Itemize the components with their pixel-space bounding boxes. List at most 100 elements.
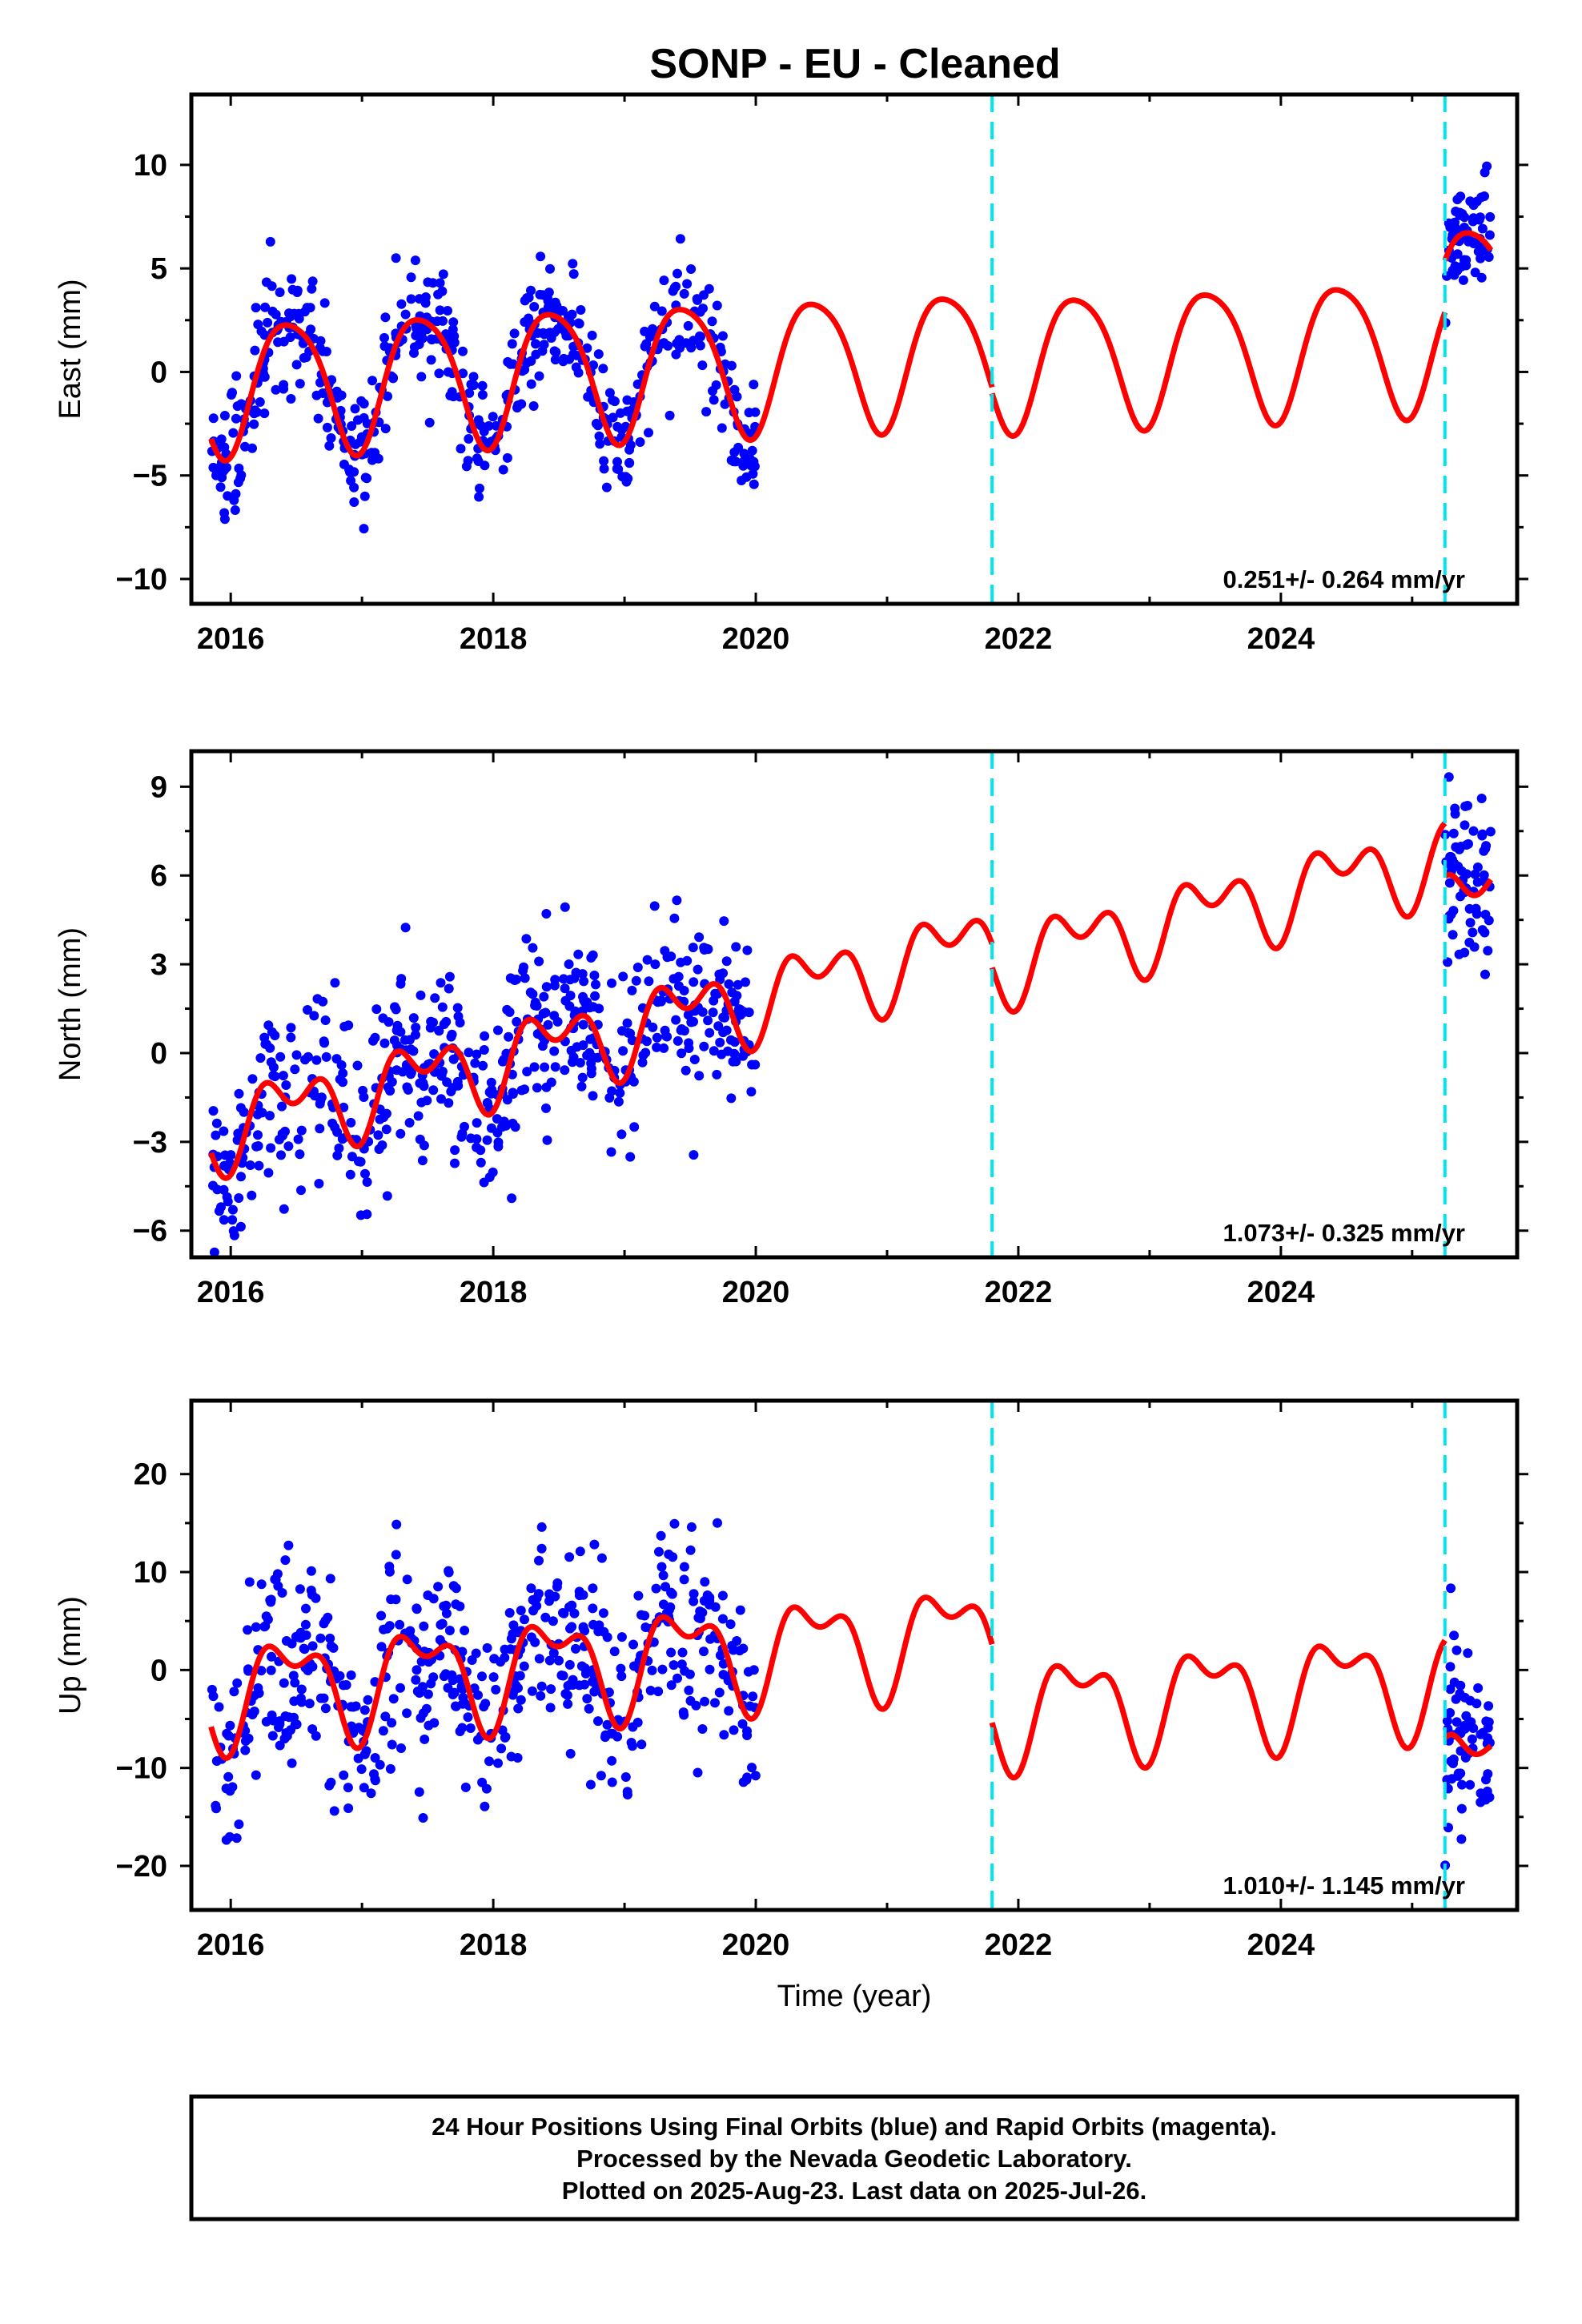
data-point: [1456, 191, 1466, 202]
data-point: [296, 1684, 307, 1695]
y-tick-label: 10: [134, 149, 167, 183]
data-point: [584, 1047, 595, 1058]
data-point: [1481, 1716, 1492, 1727]
data-point: [720, 1012, 730, 1023]
y-tick-label: −10: [116, 1752, 167, 1786]
data-point: [648, 324, 657, 334]
data-point: [443, 367, 453, 377]
data-point: [664, 1549, 674, 1559]
data-point: [307, 1590, 317, 1600]
data-point: [534, 1654, 544, 1664]
x-tick-label: 2018: [460, 622, 528, 656]
data-point: [1476, 253, 1486, 263]
data-point: [207, 1684, 217, 1695]
data-point: [512, 1016, 522, 1027]
data-point: [326, 1641, 336, 1651]
data-point: [526, 379, 536, 389]
data-point: [295, 1693, 306, 1703]
data-point: [636, 1739, 647, 1750]
data-point: [260, 302, 271, 312]
data-point: [315, 1693, 326, 1703]
data-point: [300, 1055, 310, 1065]
data-point: [492, 1114, 502, 1124]
data-point: [748, 1691, 758, 1702]
data-point: [367, 448, 376, 458]
data-point: [747, 445, 757, 456]
data-point: [673, 971, 684, 982]
rate-annotation: 1.010+/- 1.145 mm/yr: [1223, 1872, 1465, 1900]
data-point: [654, 1546, 664, 1557]
data-point: [665, 410, 675, 420]
data-point: [1456, 1834, 1467, 1844]
data-point: [382, 1191, 392, 1201]
data-point: [604, 388, 615, 398]
data-point: [725, 1619, 736, 1630]
data-point: [558, 1608, 568, 1618]
data-point: [549, 1011, 560, 1021]
data-point: [413, 1111, 424, 1121]
data-point: [1479, 870, 1489, 880]
data-point: [649, 301, 660, 312]
data-point: [493, 1758, 503, 1768]
data-point: [560, 1689, 571, 1699]
data-point: [534, 956, 544, 967]
data-point: [280, 1711, 291, 1721]
data-point: [533, 1589, 544, 1599]
data-point: [686, 1522, 697, 1532]
data-point: [458, 368, 468, 379]
data-point: [1467, 1734, 1477, 1744]
data-point: [727, 1641, 737, 1651]
data-point: [270, 1072, 280, 1082]
data-point: [1445, 1662, 1456, 1672]
data-point: [695, 1606, 705, 1616]
model-curve-segment: [1442, 230, 1494, 262]
data-point: [370, 1032, 380, 1043]
data-point: [240, 1745, 251, 1755]
data-point: [560, 902, 570, 912]
data-point: [569, 973, 580, 983]
data-point: [644, 976, 654, 987]
data-point: [456, 444, 466, 454]
data-point: [484, 1756, 494, 1767]
data-point: [343, 1783, 353, 1793]
data-point: [354, 1156, 363, 1167]
data-point: [387, 1739, 397, 1750]
data-point: [444, 1098, 454, 1108]
data-point: [311, 1055, 322, 1065]
data-point: [400, 1035, 410, 1045]
data-point: [268, 1062, 279, 1072]
data-point: [423, 1689, 433, 1699]
data-point: [608, 1728, 618, 1739]
data-point: [219, 1184, 229, 1195]
data-point: [314, 1179, 324, 1188]
data-point: [346, 1670, 356, 1680]
data-point: [299, 352, 309, 363]
data-point: [286, 1032, 296, 1043]
data-point: [629, 1661, 639, 1671]
y-tick-label: −20: [116, 1850, 167, 1884]
data-point: [309, 1011, 319, 1021]
data-point: [696, 332, 705, 342]
data-point: [295, 1149, 305, 1160]
data-point: [1463, 1648, 1473, 1659]
data-point: [689, 1150, 699, 1160]
data-point: [426, 355, 436, 365]
data-point: [715, 1037, 725, 1047]
data-point: [215, 482, 226, 493]
data-point: [516, 399, 527, 409]
data-point: [689, 1596, 699, 1606]
data-point: [683, 320, 693, 331]
data-point: [327, 1118, 338, 1128]
data-point: [712, 1069, 722, 1080]
data-point: [461, 461, 472, 472]
data-point: [332, 1127, 343, 1137]
data-point: [609, 1647, 620, 1657]
data-point: [592, 420, 603, 431]
data-point: [578, 1019, 588, 1030]
data-point: [585, 1779, 596, 1790]
data-point: [703, 1015, 713, 1026]
data-point: [640, 1622, 651, 1632]
data-point: [637, 1057, 648, 1068]
data-point: [1477, 830, 1488, 841]
model-curve-segment: [1443, 871, 1494, 899]
